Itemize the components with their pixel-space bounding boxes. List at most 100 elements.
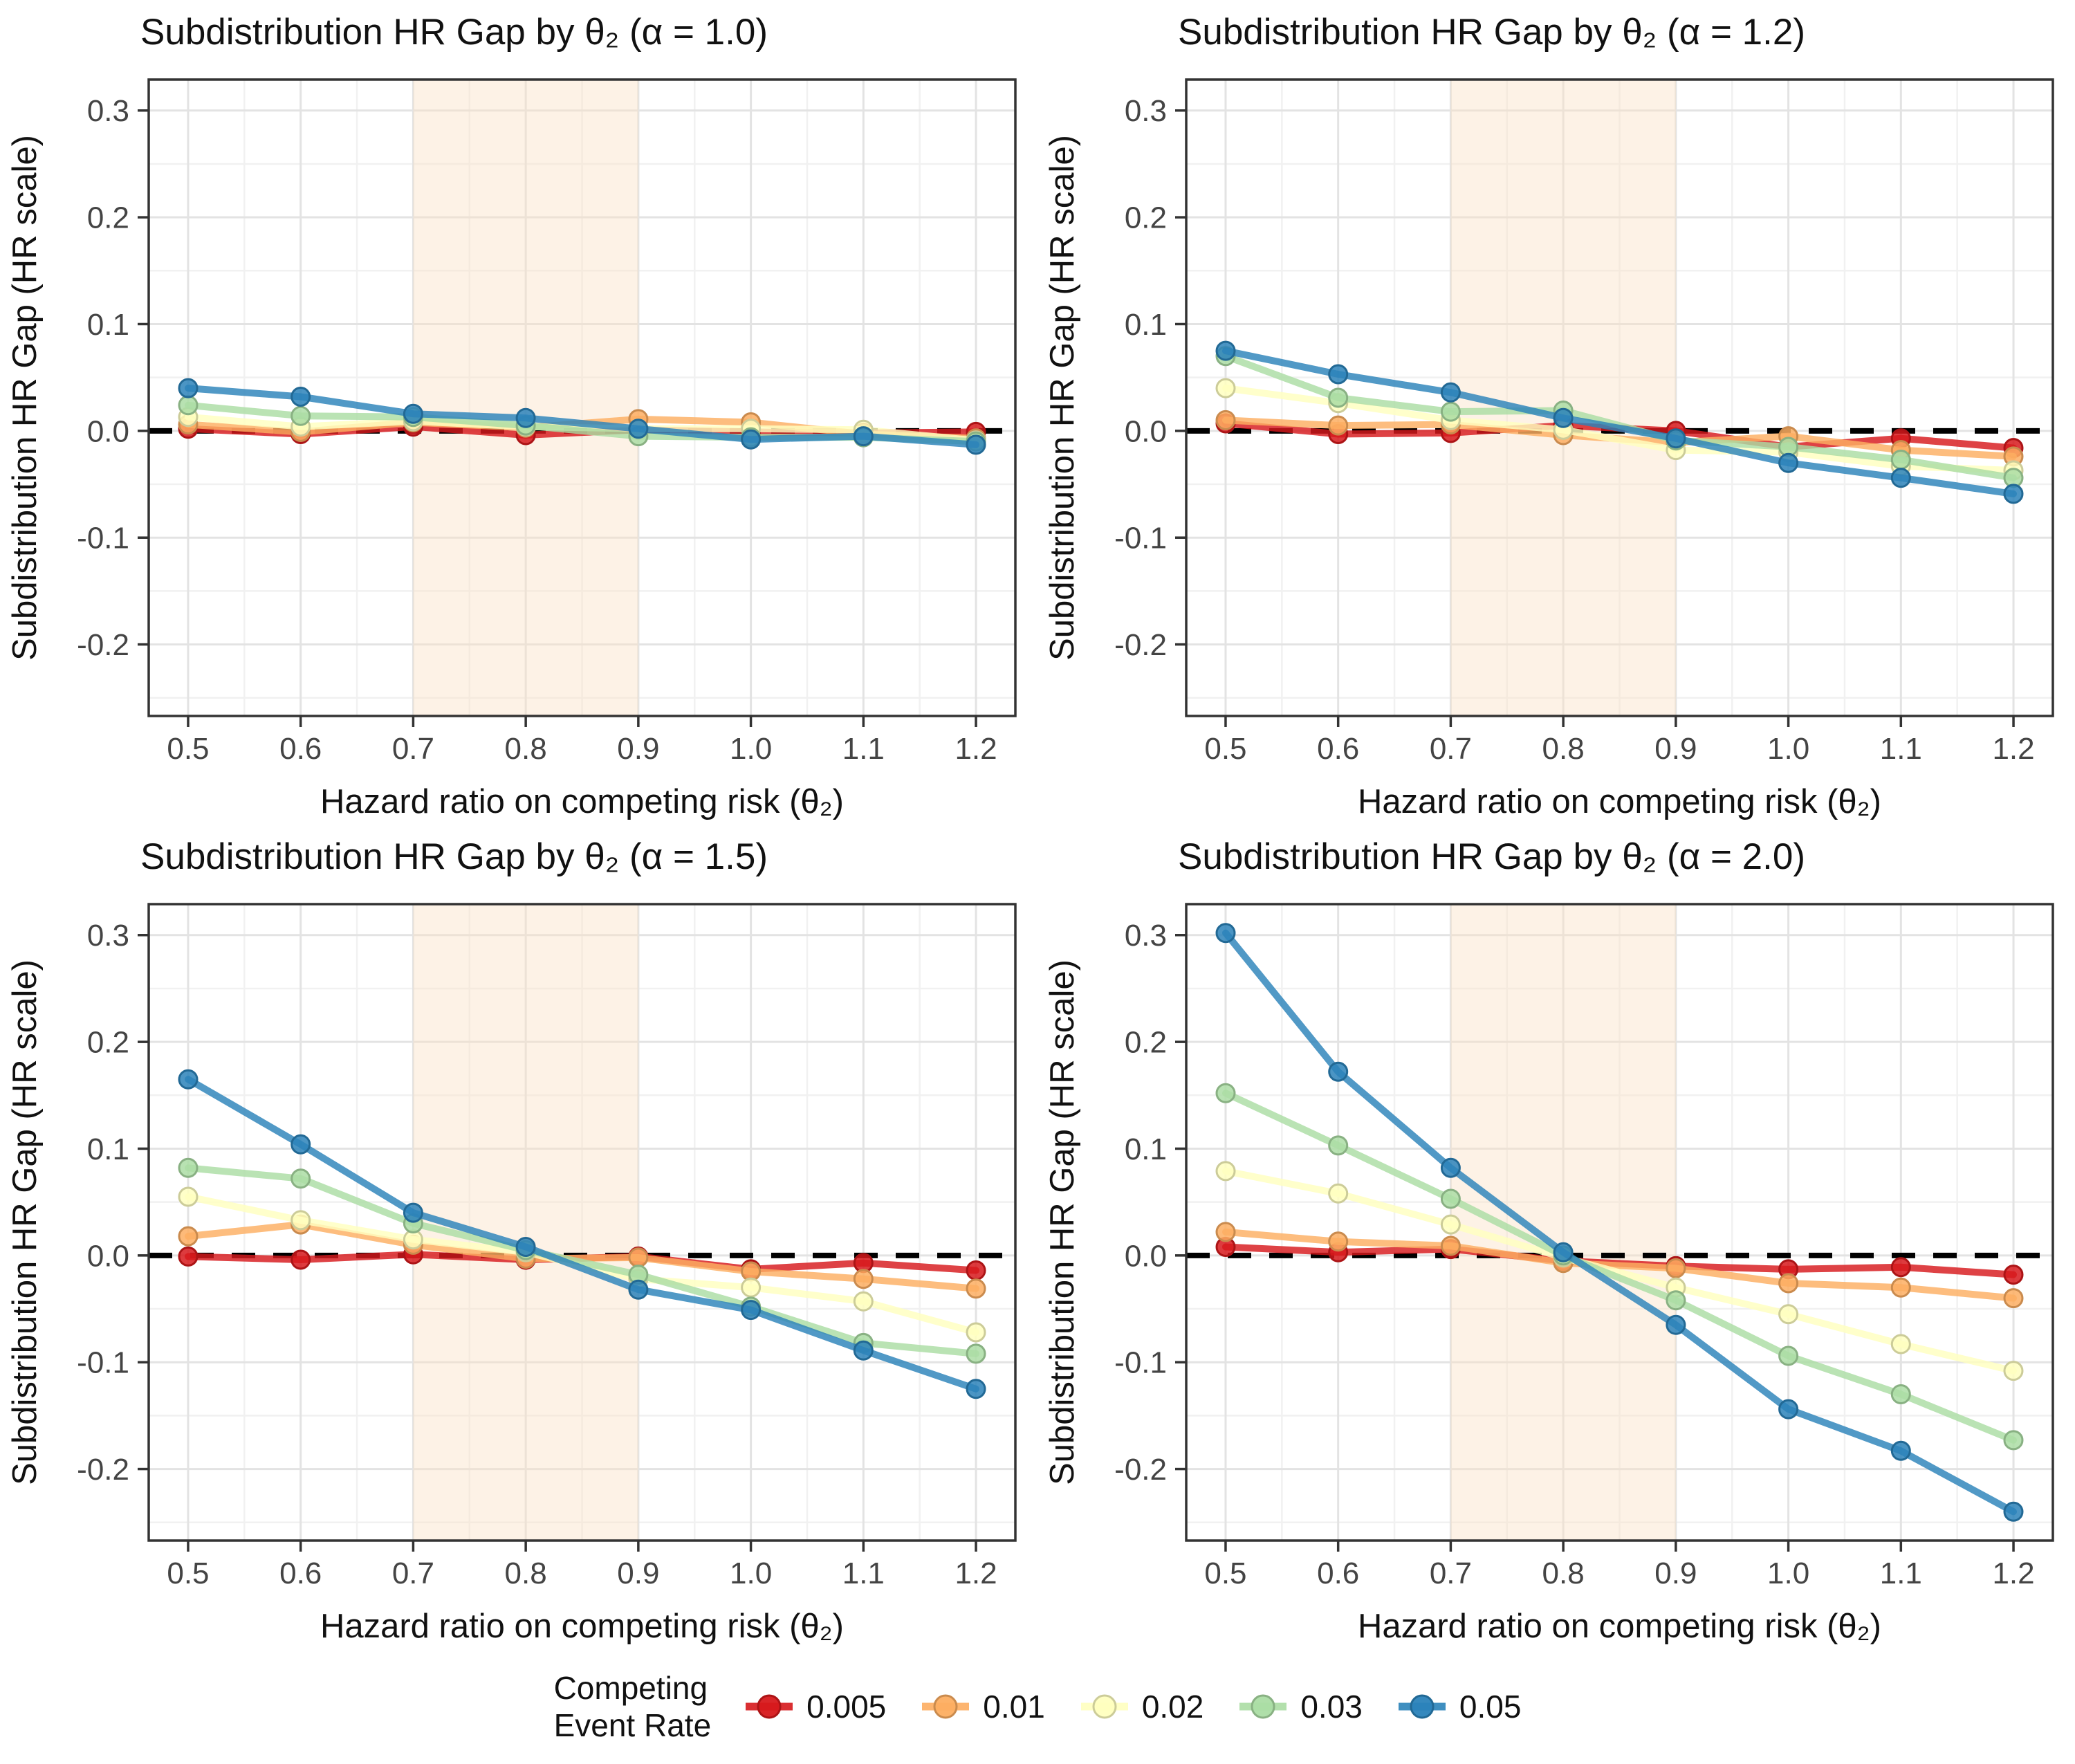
y-tick-label: 0.2 [87, 201, 129, 235]
y-tick-label: -0.1 [77, 1346, 129, 1380]
legend-title: Competing Event Rate [554, 1669, 712, 1745]
data-point-0.05 [1215, 340, 1236, 361]
data-point-0.01 [1778, 1273, 1799, 1294]
data-point-0.05 [1666, 428, 1686, 449]
x-axis-title: Hazard ratio on competing risk (θ₂) [1358, 1608, 1881, 1645]
data-point-0.05 [2003, 1501, 2024, 1522]
panel-title: Subdistribution HR Gap by θ₂ (α = 1.0) [140, 12, 768, 53]
data-point-0.03 [966, 1343, 986, 1364]
panel-border [147, 78, 1017, 717]
panel-border [147, 903, 1017, 1542]
data-point-0.02 [1890, 1334, 1911, 1354]
data-point-0.05 [178, 1069, 199, 1090]
data-point-0.02 [741, 1277, 762, 1298]
x-tick-label: 1.0 [1767, 732, 1809, 766]
legend-item-label: 0.03 [1300, 1689, 1363, 1725]
series-line-0.01 [185, 1221, 979, 1292]
series-line-0.05 [185, 1076, 979, 1393]
data-point-0.05 [515, 1237, 536, 1257]
legend-title-line2: Event Rate [553, 1707, 712, 1743]
y-tick-label: -0.2 [77, 628, 129, 662]
x-tick-label: 1.1 [842, 1556, 885, 1590]
x-tick-label: 0.7 [392, 732, 434, 766]
data-point-0.03 [290, 1168, 311, 1189]
x-tick-label: 1.1 [842, 732, 885, 766]
y-tick-label: 0.1 [87, 1132, 129, 1166]
legend-items: 0.005 0.01 0.02 0.03 0.05 [743, 1688, 1521, 1725]
x-tick-label: 1.2 [1992, 1556, 2034, 1590]
data-point-0.01 [1890, 1277, 1911, 1298]
data-point-0.01 [178, 1226, 199, 1247]
data-point-0.05 [741, 429, 762, 450]
data-point-0.05 [1666, 1314, 1686, 1335]
data-point-0.05 [1890, 468, 1911, 488]
data-point-0.005 [1890, 1257, 1911, 1278]
x-tick-label: 1.0 [730, 732, 772, 766]
x-tick-label: 0.8 [505, 1556, 547, 1590]
data-point-0.02 [2003, 1361, 2024, 1381]
y-tick-label: 0.0 [1125, 1239, 1167, 1273]
legend-item-label: 0.005 [806, 1689, 887, 1725]
data-point-0.05 [1328, 364, 1349, 385]
data-point-0.05 [966, 434, 986, 455]
y-tick-label: -0.1 [1114, 522, 1167, 555]
data-point-0.05 [403, 1202, 423, 1223]
y-axis-title: Subdistribution HR Gap (HR scale) [6, 135, 44, 661]
data-point-0.03 [1890, 450, 1911, 470]
legend-key-icon [1080, 1694, 1128, 1719]
data-point-0.05 [966, 1379, 986, 1399]
x-tick-label: 0.5 [1204, 732, 1246, 766]
data-point-0.01 [853, 1269, 874, 1289]
x-tick-label: 0.6 [279, 732, 322, 766]
panel-alpha-1-0: 0.5 0.6 0.7 0.8 0.9 1.0 1.1 1.2 -0.2 -0.1 0.0 0.1 0.… [0, 0, 1038, 825]
data-point-0.05 [1553, 407, 1574, 428]
series-line-0.03 [185, 1164, 979, 1357]
data-point-0.02 [966, 1322, 986, 1343]
legend-title-line1: Competing [553, 1669, 708, 1706]
data-point-0.02 [1328, 1183, 1349, 1204]
y-tick-label: 0.3 [1125, 94, 1167, 128]
y-tick-label: -0.2 [77, 1453, 129, 1487]
chart-alpha-1-2: 0.5 0.6 0.7 0.8 0.9 1.0 1.1 1.2 -0.2 -0.1 0.0 0.1 0.… [1044, 12, 2054, 820]
x-axis-title: Hazard ratio on competing risk (θ₂) [320, 1608, 844, 1645]
data-point-0.05 [1440, 1157, 1461, 1178]
x-tick-label: 1.2 [954, 732, 997, 766]
legend-key-point [757, 1694, 782, 1719]
y-tick-label: -0.2 [1114, 628, 1167, 662]
legend-key-point [1092, 1694, 1117, 1719]
data-point-0.05 [1778, 1399, 1799, 1420]
y-tick-label: 0.3 [1125, 919, 1167, 953]
figure-grid: 0.5 0.6 0.7 0.8 0.9 1.0 1.1 1.2 -0.2 -0.1 0.0 0.1 0.… [0, 0, 2054, 1649]
data-point-0.03 [178, 395, 199, 416]
y-tick-label: 0.0 [87, 414, 129, 448]
series-line-0.05 [185, 385, 979, 448]
panel-title: Subdistribution HR Gap by θ₂ (α = 1.2) [1178, 12, 1805, 53]
x-tick-label: 0.9 [617, 1556, 659, 1590]
x-tick-label: 0.7 [392, 1556, 434, 1590]
x-tick-label: 0.6 [279, 1556, 322, 1590]
x-tick-label: 0.7 [1430, 732, 1472, 766]
data-point-0.03 [1666, 1290, 1686, 1311]
y-tick-label: 0.3 [87, 919, 129, 953]
data-point-0.05 [515, 407, 536, 428]
legend-item-0.02: 0.02 [1078, 1688, 1204, 1725]
data-point-0.03 [1440, 1188, 1461, 1209]
data-point-0.01 [2003, 1288, 2024, 1309]
y-tick-label: 0.2 [87, 1026, 129, 1060]
data-point-0.05 [853, 1340, 874, 1361]
x-tick-label: 0.5 [167, 732, 209, 766]
panel-title: Subdistribution HR Gap by θ₂ (α = 2.0) [1178, 836, 1805, 877]
x-tick-label: 0.9 [1654, 732, 1697, 766]
data-point-0.05 [178, 378, 199, 398]
y-axis-title: Subdistribution HR Gap (HR scale) [1044, 959, 1081, 1485]
chart-alpha-2-0: 0.5 0.6 0.7 0.8 0.9 1.0 1.1 1.2 -0.2 -0.1 0.0 0.1 0.… [1044, 836, 2054, 1645]
series-line-0.03 [1222, 1090, 2017, 1444]
x-tick-label: 1.0 [730, 1556, 772, 1590]
panel-alpha-1-5: 0.5 0.6 0.7 0.8 0.9 1.0 1.1 1.2 -0.2 -0.1 0.0 0.1 0.… [0, 825, 1038, 1649]
panel-border [1185, 903, 2054, 1542]
data-point-0.02 [1215, 1161, 1236, 1182]
data-point-0.03 [1778, 1345, 1799, 1366]
data-point-0.005 [966, 1260, 986, 1280]
data-point-0.005 [178, 1246, 199, 1267]
data-point-0.05 [741, 1300, 762, 1321]
